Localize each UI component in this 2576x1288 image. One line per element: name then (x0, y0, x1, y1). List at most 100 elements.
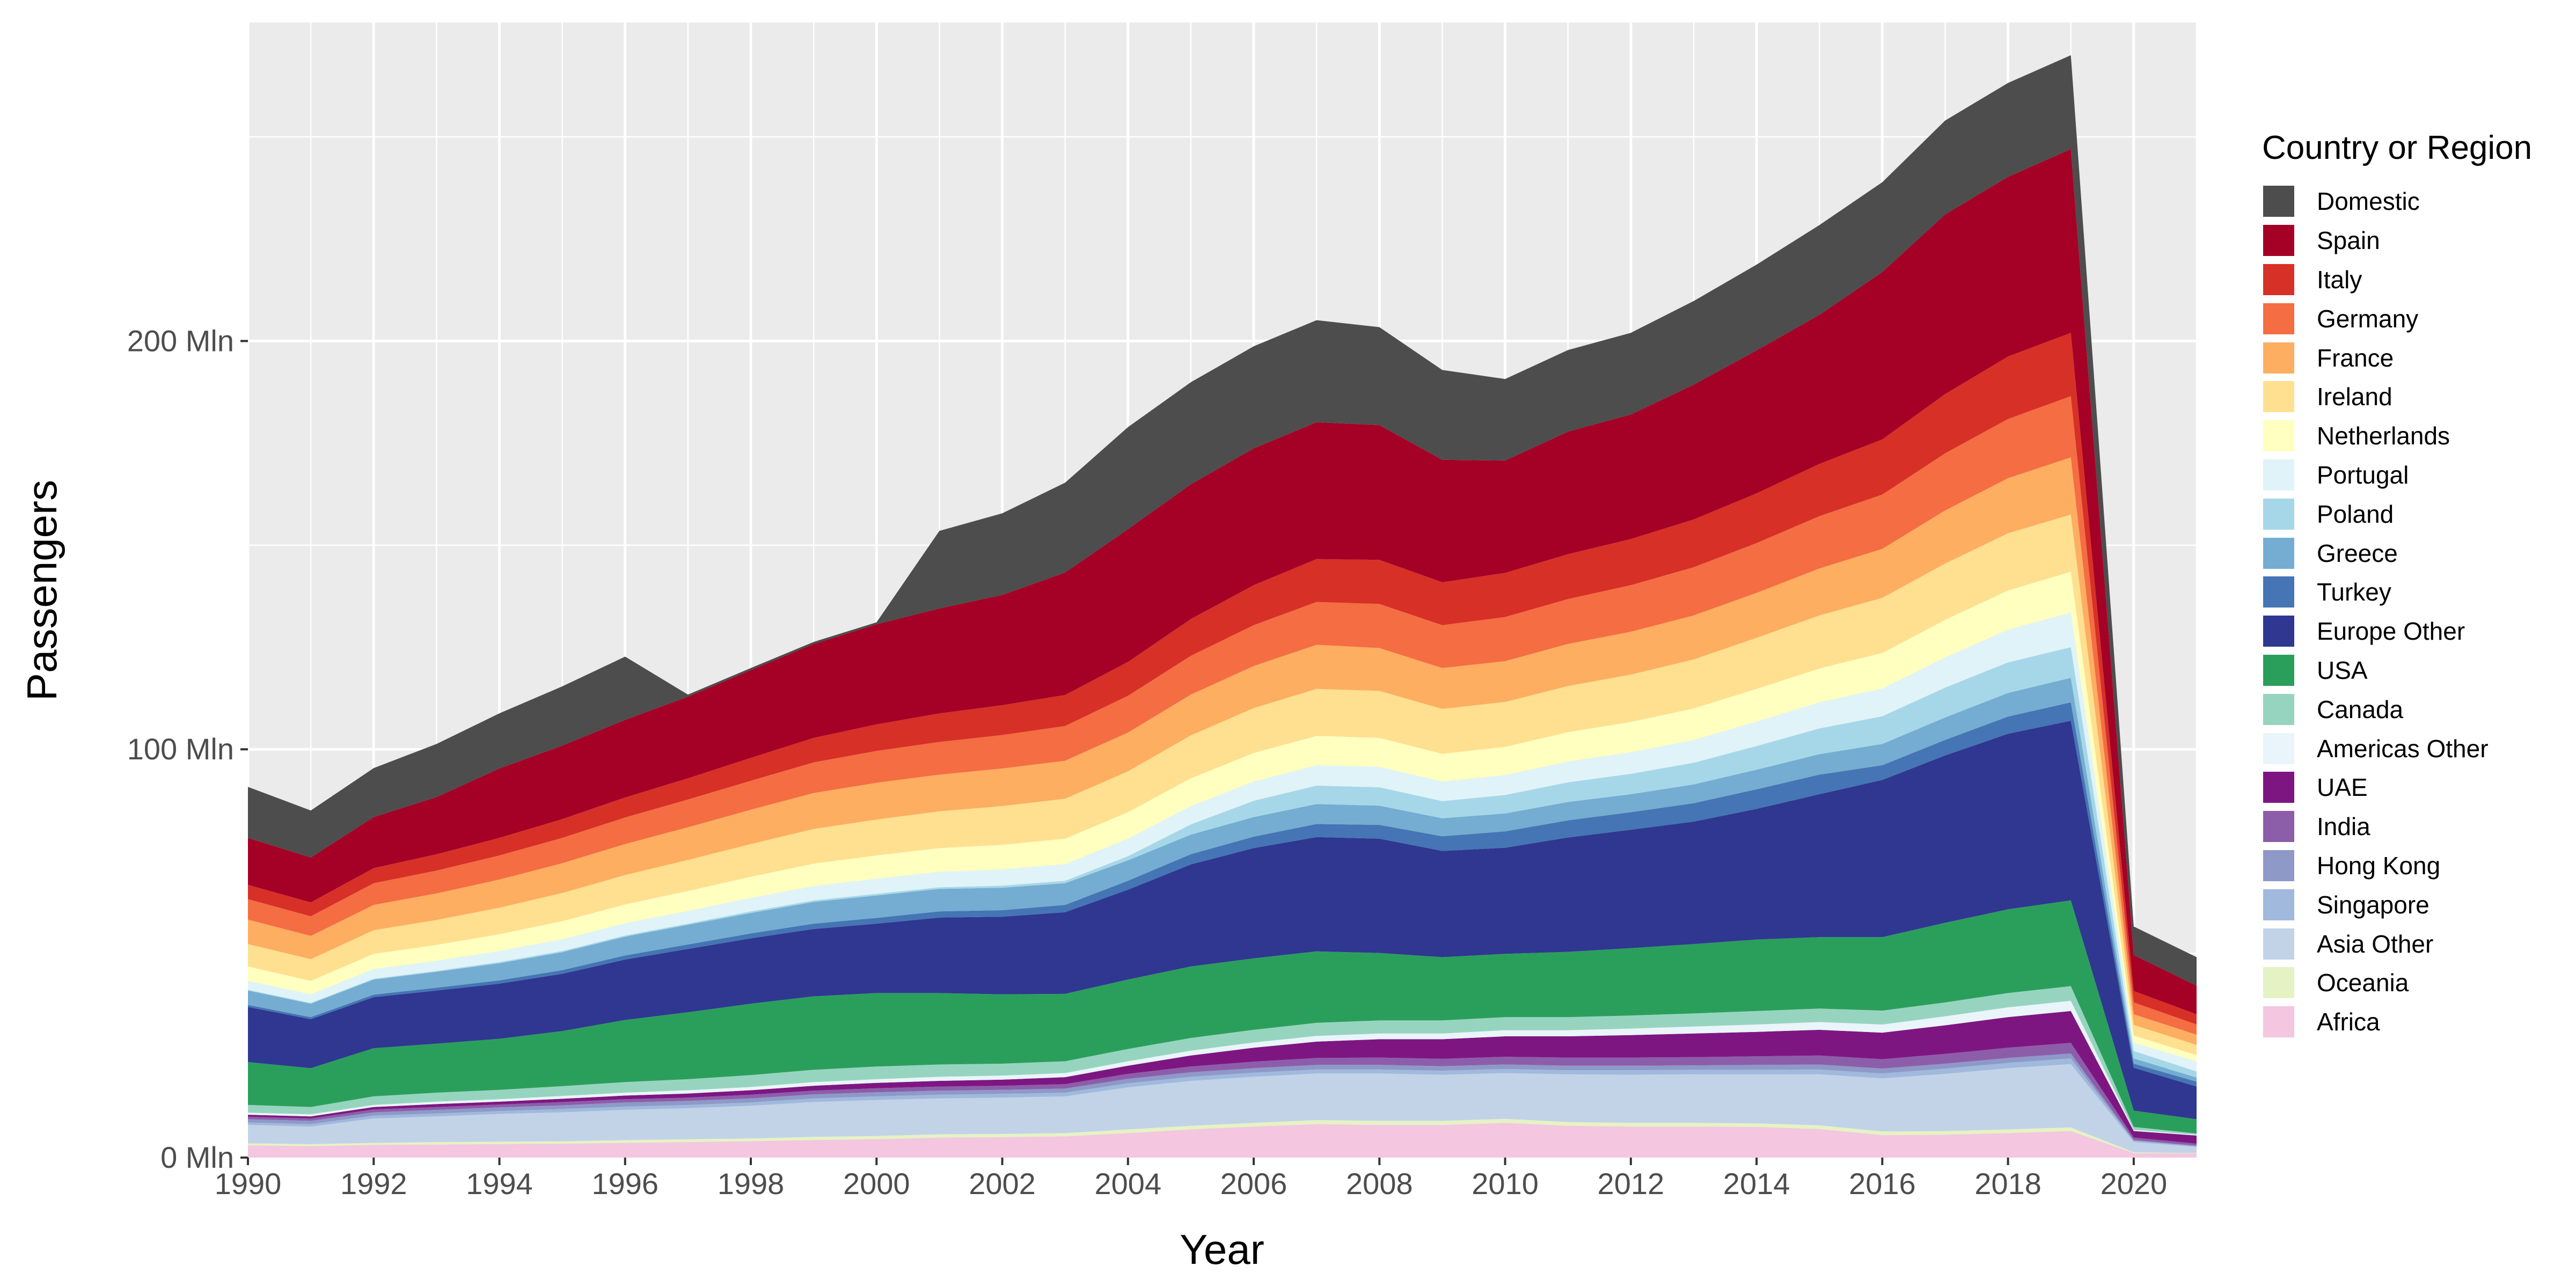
legend-item: Greece (2262, 533, 2573, 573)
legend-key (2262, 185, 2295, 218)
legend-item: Canada (2262, 690, 2573, 729)
legend-label: Oceania (2317, 969, 2409, 997)
area-netherlands (248, 572, 2197, 1062)
legend-key (2262, 731, 2295, 765)
area-uae (248, 1011, 2197, 1144)
legend-item: Poland (2262, 494, 2573, 533)
legend-label: France (2317, 343, 2394, 372)
area-poland (248, 647, 2197, 1078)
area-france (248, 457, 2197, 1045)
legend-label: Americas Other (2317, 734, 2489, 763)
area-series-group (248, 55, 2197, 1158)
y-axis-title: Passengers (18, 480, 65, 701)
legend-item: Hong Kong (2262, 846, 2573, 885)
legend-key (2262, 692, 2295, 726)
area-americas-other (248, 1000, 2197, 1136)
area-germany (248, 396, 2197, 1035)
x-tick-label: 2010 (1472, 1167, 1539, 1201)
y-tick-label: 0 Mln (160, 1140, 234, 1174)
legend-label: Singapore (2317, 890, 2429, 919)
legend-label: Turkey (2317, 578, 2391, 606)
legend-key (2262, 614, 2295, 648)
legend-label: Portugal (2317, 460, 2409, 489)
legend-item: Turkey (2262, 573, 2573, 612)
x-tick-label: 2018 (1974, 1167, 2041, 1201)
legend-label: Poland (2317, 500, 2394, 528)
legend-label: Europe Other (2317, 617, 2465, 646)
legend-key (2262, 888, 2295, 921)
area-greece (248, 678, 2197, 1082)
legend-label: India (2317, 813, 2370, 841)
legend-label: Netherlands (2317, 422, 2450, 450)
legend-label: Hong Kong (2317, 851, 2441, 880)
legend-item: Domestic (2262, 182, 2573, 221)
area-asia-other (248, 1064, 2197, 1153)
legend-label: Domestic (2317, 187, 2420, 216)
legend-item: Portugal (2262, 456, 2573, 495)
legend-item: Italy (2262, 260, 2573, 299)
y-tick-label: 100 Mln (127, 732, 234, 766)
x-tick-label: 1998 (718, 1167, 785, 1201)
x-tick-label: 2016 (1849, 1167, 1916, 1201)
legend-label: Ireland (2317, 383, 2392, 411)
x-tick-label: 2004 (1095, 1167, 1162, 1201)
area-usa (248, 900, 2197, 1134)
legend-item: Spain (2262, 221, 2573, 260)
legend-item: Americas Other (2262, 729, 2573, 768)
legend-item: USA (2262, 651, 2573, 690)
legend-key (2262, 810, 2295, 844)
x-tick-label: 2000 (843, 1167, 910, 1201)
axes: 1990 1992 1994 1996 1998 2000 2002 2004 2006 2008… (127, 324, 2167, 1201)
legend: Country or Region Domestic Spain Italy Germ… (2262, 129, 2573, 1042)
legend-item: Netherlands (2262, 416, 2573, 456)
legend-key (2262, 927, 2295, 961)
legend-key (2262, 771, 2295, 804)
x-tick-label: 2012 (1598, 1167, 1665, 1201)
legend-label: Spain (2317, 226, 2380, 255)
legend-items: Domestic Spain Italy Germany France Ireland Ne… (2262, 182, 2573, 1042)
legend-item: India (2262, 807, 2573, 846)
area-canada (248, 986, 2197, 1135)
y-tick-label: 200 Mln (127, 324, 234, 357)
legend-key (2262, 302, 2295, 335)
area-ireland (248, 514, 2197, 1055)
area-singapore (248, 1058, 2197, 1147)
area-italy (248, 333, 2197, 1025)
x-tick-label: 1994 (466, 1167, 533, 1201)
legend-item: Asia Other (2262, 924, 2573, 963)
legend-item: Africa (2262, 1002, 2573, 1042)
legend-key (2262, 419, 2295, 453)
legend-key (2262, 848, 2295, 882)
legend-key (2262, 653, 2295, 687)
legend-item: Singapore (2262, 885, 2573, 924)
legend-key (2262, 262, 2295, 296)
legend-item: Europe Other (2262, 612, 2573, 651)
x-tick-label: 2008 (1346, 1167, 1413, 1201)
x-tick-label: 2014 (1723, 1167, 1790, 1201)
legend-key (2262, 380, 2295, 414)
area-domestic (248, 55, 2197, 986)
legend-item: Germany (2262, 299, 2573, 338)
legend-label: Asia Other (2317, 930, 2434, 958)
legend-item: Ireland (2262, 377, 2573, 416)
legend-title: Country or Region (2262, 129, 2533, 166)
x-tick-label: 1992 (340, 1167, 407, 1201)
legend-item: UAE (2262, 768, 2573, 807)
legend-key (2262, 966, 2295, 1000)
x-tick-label: 2020 (2101, 1167, 2168, 1201)
legend-label: Italy (2317, 265, 2362, 294)
x-tick-label: 1996 (591, 1167, 658, 1201)
legend-key (2262, 536, 2295, 570)
legend-key (2262, 575, 2295, 609)
legend-item: France (2262, 338, 2573, 377)
x-tick-label: 2006 (1220, 1167, 1287, 1201)
area-india (248, 1043, 2197, 1146)
legend-label: Germany (2317, 304, 2419, 333)
x-axis-title: Year (1180, 1226, 1264, 1273)
area-europe-other (248, 721, 2197, 1119)
area-africa (248, 1123, 2197, 1158)
area-spain (248, 149, 2197, 1014)
legend-key (2262, 1005, 2295, 1039)
legend-label: Africa (2317, 1008, 2380, 1036)
